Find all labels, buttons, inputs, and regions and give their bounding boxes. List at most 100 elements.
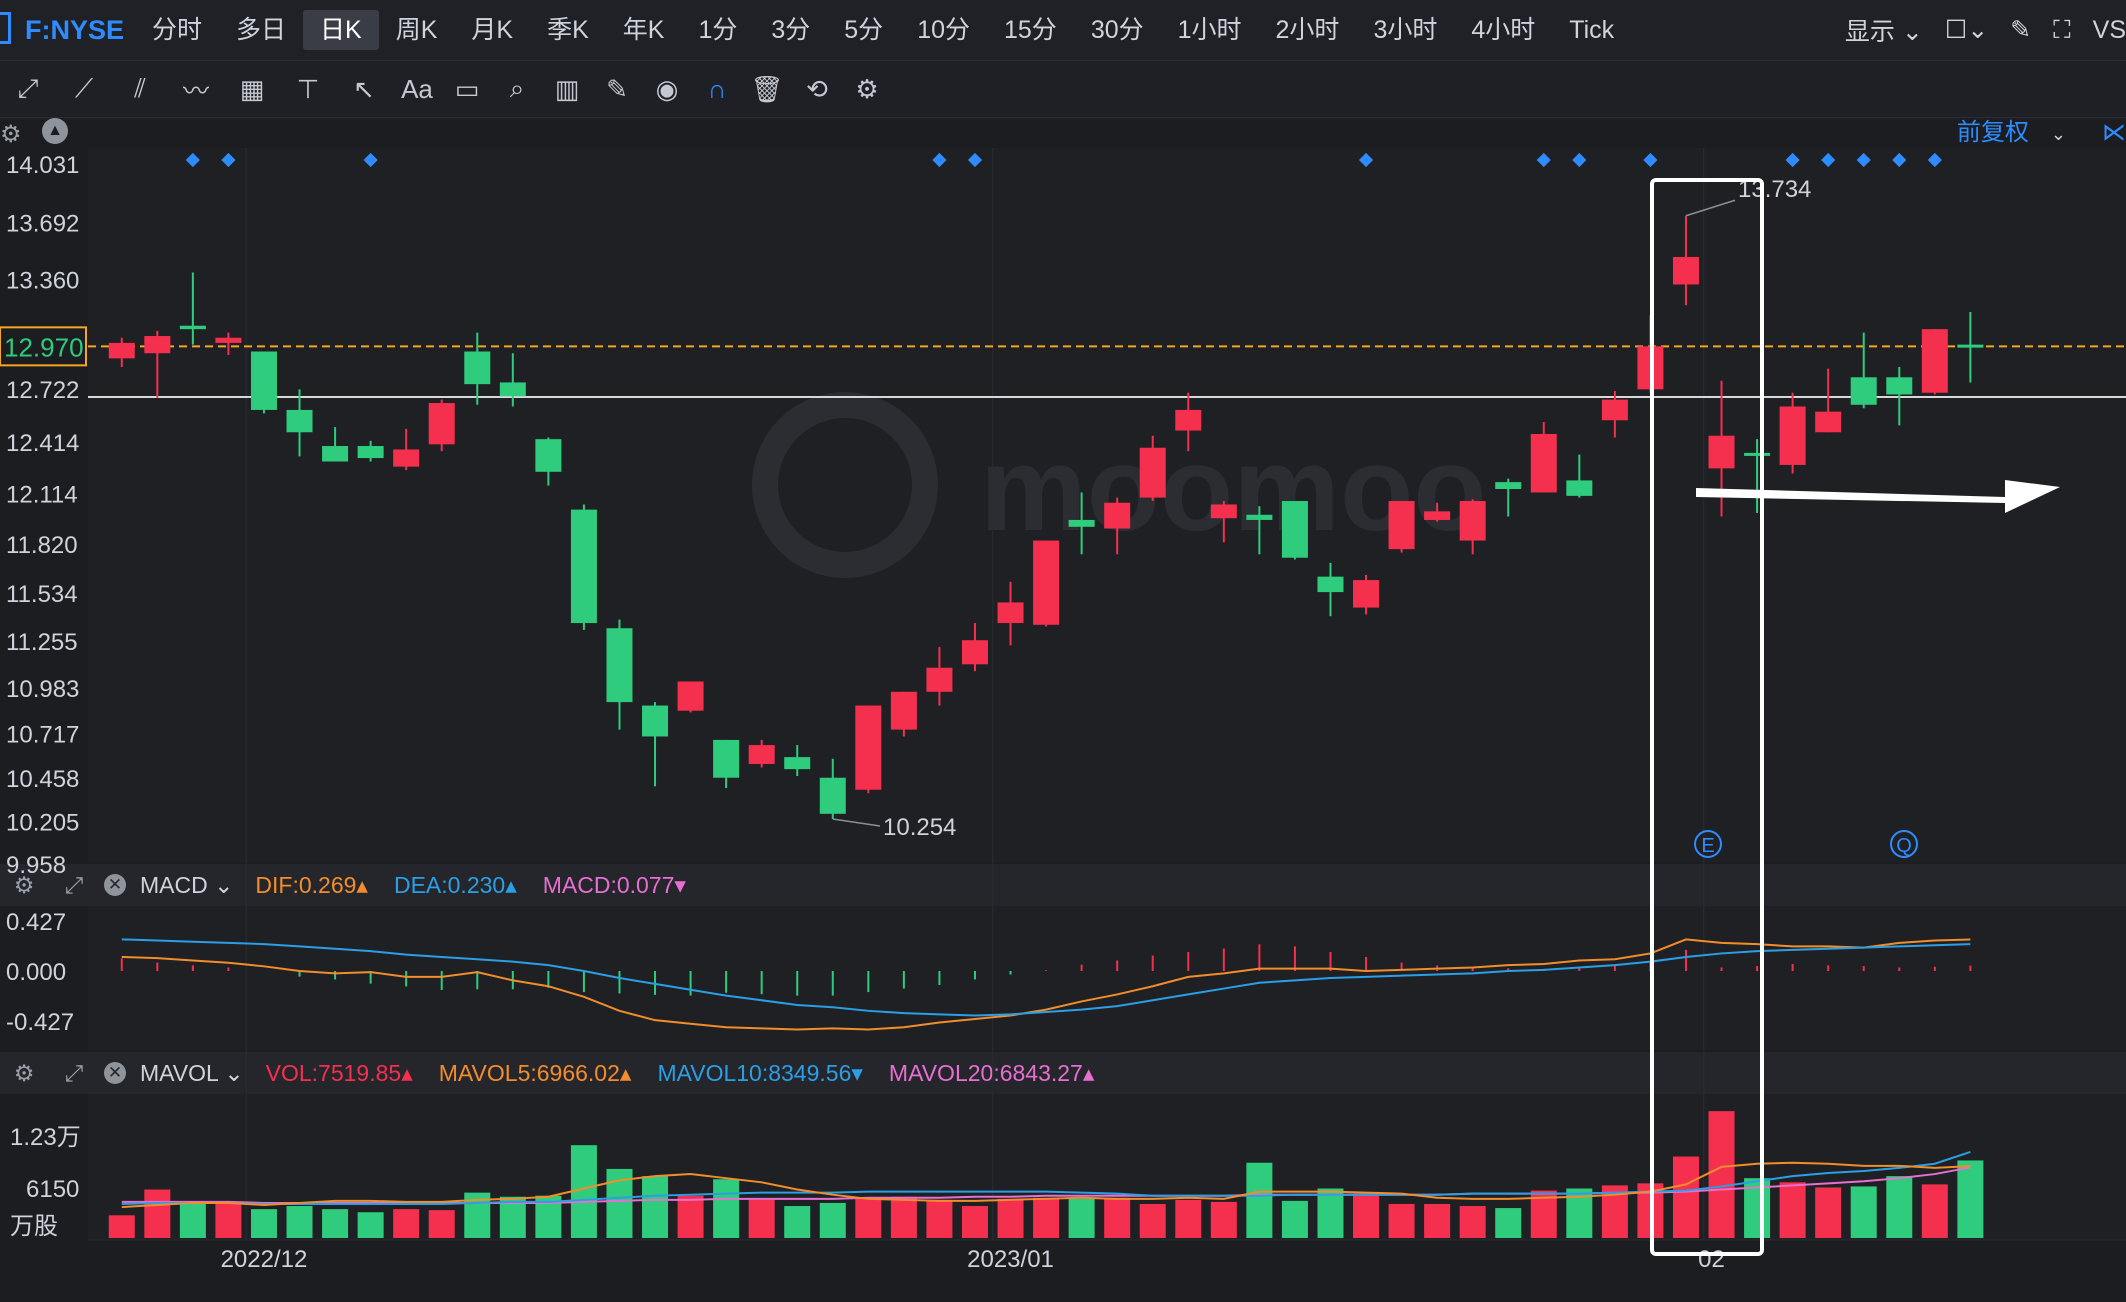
volume-bar — [570, 1145, 597, 1238]
vs-button[interactable]: VS — [2092, 15, 2126, 44]
magnet-icon[interactable]: ∩ — [707, 73, 727, 104]
candle-body — [677, 681, 704, 711]
tab-14[interactable]: 2小时 — [1275, 16, 1340, 44]
tab-7[interactable]: 1分 — [698, 16, 738, 44]
macd-select[interactable]: MACD ⌄ — [140, 871, 234, 898]
volume-bar — [1246, 1162, 1273, 1238]
settings-icon[interactable]: ⚙ — [855, 73, 879, 104]
tab-12[interactable]: 30分 — [1090, 16, 1144, 44]
price-panel — [88, 148, 2126, 862]
mavol-select[interactable]: MAVOL ⌄ — [140, 1059, 244, 1086]
fib-icon[interactable]: ▦ — [239, 73, 265, 104]
price-tick-label: 10.458 — [6, 766, 79, 793]
expand-icon[interactable]: ⤢ — [64, 871, 84, 898]
mavol20-line — [121, 1166, 1971, 1204]
channel-icon[interactable]: ⫽ — [134, 73, 146, 103]
search-icon[interactable]: ⌕ — [509, 73, 525, 103]
tab-9[interactable]: 5分 — [844, 16, 884, 44]
watermark: moomoo — [980, 422, 1487, 556]
candle-body — [1530, 433, 1557, 493]
candle-body — [784, 757, 811, 770]
volume-tick-label: 6150 — [26, 1176, 79, 1203]
tab-5[interactable]: 季K — [547, 16, 589, 44]
candle-body — [393, 449, 420, 467]
price-tick-label: 13.692 — [6, 210, 79, 237]
tab-1[interactable]: 多日 — [236, 16, 287, 44]
sync-icon[interactable]: ⟲ — [806, 73, 828, 104]
volume-bar — [713, 1179, 740, 1238]
pencil-icon[interactable]: ✎ — [606, 73, 628, 104]
volume-bar — [144, 1189, 171, 1238]
lock-chart-icon[interactable]: ▥ — [554, 73, 580, 104]
candle-body — [144, 336, 171, 354]
symbol-text: F:NYSE — [25, 15, 125, 45]
close-icon[interactable]: ✕ — [104, 874, 126, 896]
layout-checkbox-icon[interactable]: ☐⌄ — [1944, 16, 1989, 44]
adjust-select[interactable]: 前复权 ⌄ — [1957, 118, 2066, 149]
volume-bar — [1957, 1160, 1984, 1238]
watchlist-icon[interactable] — [0, 12, 11, 44]
volume-bar — [748, 1199, 775, 1238]
collapse-up-icon[interactable]: ▲ — [42, 118, 68, 144]
expand-icon[interactable]: ⤢ — [64, 1059, 84, 1086]
macd-text: MACD:0.077 — [542, 871, 675, 898]
dif-value: DIF:0.269▴ — [255, 871, 368, 898]
event-diamond — [1358, 152, 1374, 168]
tab-6[interactable]: 年K — [622, 16, 665, 44]
candle-body — [1175, 409, 1202, 431]
wave-icon[interactable]: 〰 — [182, 75, 209, 106]
volume-bar — [1495, 1208, 1522, 1238]
tab-15[interactable]: 3小时 — [1373, 16, 1438, 44]
text-icon[interactable]: Aa — [401, 73, 433, 104]
candle-body — [819, 777, 846, 814]
ray-icon[interactable]: ⟋ — [74, 73, 94, 103]
tab-17[interactable]: Tick — [1569, 16, 1615, 44]
adjust-label: 前复权 — [1956, 119, 2029, 146]
mavol5-text: MAVOL5:6966.02 — [438, 1059, 620, 1086]
tab-3[interactable]: 周K — [395, 16, 438, 44]
volume-bar — [890, 1196, 917, 1238]
display-button[interactable]: 显示 ⌄ — [1845, 12, 1923, 48]
volume-bar — [642, 1176, 669, 1238]
chart-type-icon[interactable]: ⋉ — [2102, 119, 2126, 146]
candle-body — [1779, 406, 1806, 465]
tab-4[interactable]: 月K — [471, 16, 514, 44]
gear-icon[interactable]: ⚙ — [13, 1059, 35, 1086]
candle-body — [855, 705, 882, 790]
chevron-down-icon: ⌄ — [2050, 124, 2066, 144]
event-diamond — [185, 152, 200, 168]
tab-0[interactable]: 分时 — [152, 16, 203, 44]
candle-body — [1850, 377, 1877, 405]
trend-arrow — [1696, 480, 2060, 513]
arrow-icon[interactable]: ⤢ — [17, 73, 39, 103]
eye-icon[interactable]: ◉ — [655, 73, 679, 104]
comment-icon[interactable]: ▭ — [454, 73, 480, 104]
volume-bar — [1175, 1199, 1202, 1238]
vol-value: VOL:7519.85▴ — [265, 1059, 413, 1086]
candle-body — [997, 602, 1024, 624]
symbol-label[interactable]: F:NYSE — [0, 0, 124, 60]
tab-16[interactable]: 4小时 — [1471, 16, 1536, 44]
volume-bar — [1068, 1198, 1095, 1238]
tab-11[interactable]: 15分 — [1004, 16, 1057, 44]
volume-bar — [784, 1206, 811, 1238]
brush-icon[interactable]: ✎ — [2010, 16, 2032, 44]
tab-8[interactable]: 3分 — [771, 16, 811, 44]
tab-2[interactable]: 日K — [303, 10, 379, 50]
price-tick-label: 10.205 — [6, 810, 79, 837]
trash-icon[interactable]: 🗑 — [750, 73, 784, 104]
fullscreen-icon[interactable]: ⛶ — [2053, 15, 2071, 44]
volume-bar — [428, 1210, 455, 1238]
close-icon[interactable]: ✕ — [104, 1062, 126, 1084]
cursor-arrow-icon[interactable]: ↖ — [353, 73, 375, 104]
period-toolbar: F:NYSE 分时 多日 日K 周K 月K 季K 年K 1分 3分 5分 10分 15分 30分 1小时 2… — [0, 0, 2126, 61]
gear-icon[interactable]: ⚙ — [13, 871, 35, 898]
candle-body — [1708, 435, 1735, 469]
vertical-line-icon[interactable]: ⊤ — [296, 73, 320, 104]
volume-bar — [393, 1209, 420, 1238]
tab-10[interactable]: 10分 — [917, 16, 970, 44]
tab-13[interactable]: 1小时 — [1177, 16, 1242, 44]
low-label: 10.254 — [883, 814, 956, 841]
candle-body — [535, 439, 562, 472]
gear-icon[interactable]: ⚙ — [0, 121, 22, 148]
